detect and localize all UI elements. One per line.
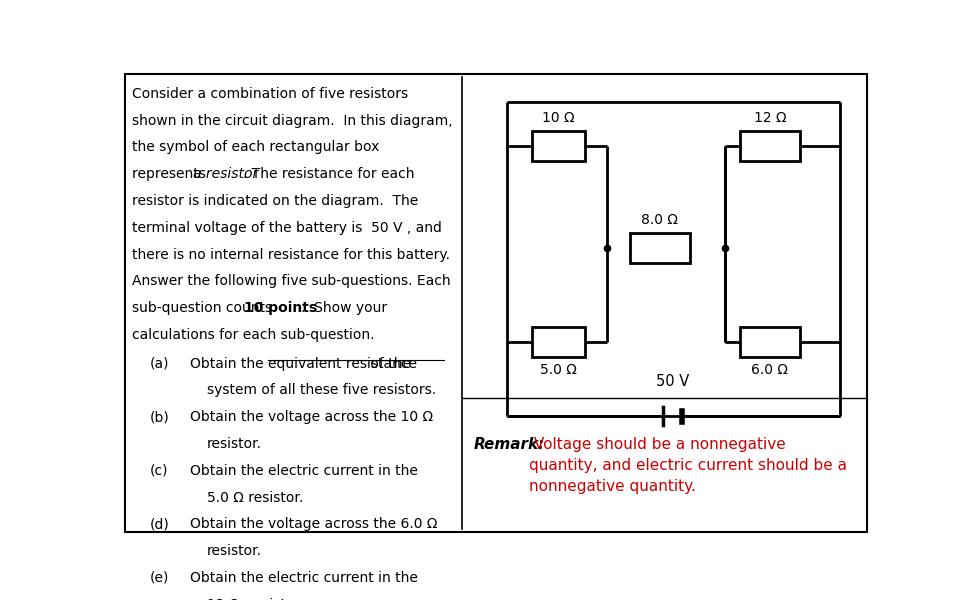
Text: . The resistance for each: . The resistance for each — [244, 167, 415, 181]
Text: resistor is indicated on the diagram.  The: resistor is indicated on the diagram. Th… — [133, 194, 418, 208]
Text: 10 Ω: 10 Ω — [542, 112, 575, 125]
Text: a resistor: a resistor — [193, 167, 258, 181]
Text: (a): (a) — [149, 356, 169, 371]
Text: (c): (c) — [149, 464, 168, 478]
Text: calculations for each sub-question.: calculations for each sub-question. — [133, 328, 375, 342]
Text: represents: represents — [133, 167, 210, 181]
Text: Obtain the equivalent resistance: Obtain the equivalent resistance — [190, 356, 417, 371]
Text: .  Show your: . Show your — [301, 301, 387, 315]
FancyBboxPatch shape — [740, 327, 800, 357]
Text: 50 V: 50 V — [655, 374, 689, 389]
Text: 8.0 Ω: 8.0 Ω — [641, 213, 679, 227]
Text: Answer the following five sub-questions. Each: Answer the following five sub-questions.… — [133, 274, 451, 289]
Text: Consider a combination of five resistors: Consider a combination of five resistors — [133, 87, 408, 101]
Text: 12 Ω: 12 Ω — [754, 112, 786, 125]
Text: shown in the circuit diagram.  In this diagram,: shown in the circuit diagram. In this di… — [133, 113, 453, 128]
Text: (b): (b) — [149, 410, 169, 424]
Text: system of all these five resistors.: system of all these five resistors. — [206, 383, 436, 397]
Text: Obtain the electric current in the: Obtain the electric current in the — [190, 464, 418, 478]
Text: Remark:: Remark: — [473, 437, 545, 452]
Text: 5.0 Ω: 5.0 Ω — [540, 363, 577, 377]
Text: terminal voltage of the battery is  50 V , and: terminal voltage of the battery is 50 V … — [133, 221, 442, 235]
FancyBboxPatch shape — [532, 131, 585, 161]
Text: (e): (e) — [149, 571, 168, 585]
Text: resistor.: resistor. — [206, 437, 261, 451]
Text: 10 points: 10 points — [244, 301, 318, 315]
Text: Voltage should be a nonnegative
quantity, and electric current should be a
nonne: Voltage should be a nonnegative quantity… — [529, 437, 847, 494]
Text: Obtain the voltage across the 10 Ω: Obtain the voltage across the 10 Ω — [190, 410, 433, 424]
Text: 5.0 Ω resistor.: 5.0 Ω resistor. — [206, 491, 303, 505]
Text: 6.0 Ω: 6.0 Ω — [751, 363, 788, 377]
Text: Obtain the electric current in the: Obtain the electric current in the — [190, 571, 418, 585]
FancyBboxPatch shape — [532, 327, 585, 357]
FancyBboxPatch shape — [629, 233, 689, 263]
FancyBboxPatch shape — [125, 74, 867, 532]
Text: sub-question counts: sub-question counts — [133, 301, 277, 315]
Text: 12 Ω  resistor.: 12 Ω resistor. — [206, 598, 303, 600]
Text: (d): (d) — [149, 517, 169, 532]
Text: there is no internal resistance for this battery.: there is no internal resistance for this… — [133, 248, 450, 262]
Text: the symbol of each rectangular box: the symbol of each rectangular box — [133, 140, 379, 154]
Text: resistor.: resistor. — [206, 544, 261, 558]
Text: Obtain the voltage across the 6.0 Ω: Obtain the voltage across the 6.0 Ω — [190, 517, 438, 532]
Text: of the: of the — [366, 356, 411, 371]
FancyBboxPatch shape — [740, 131, 800, 161]
